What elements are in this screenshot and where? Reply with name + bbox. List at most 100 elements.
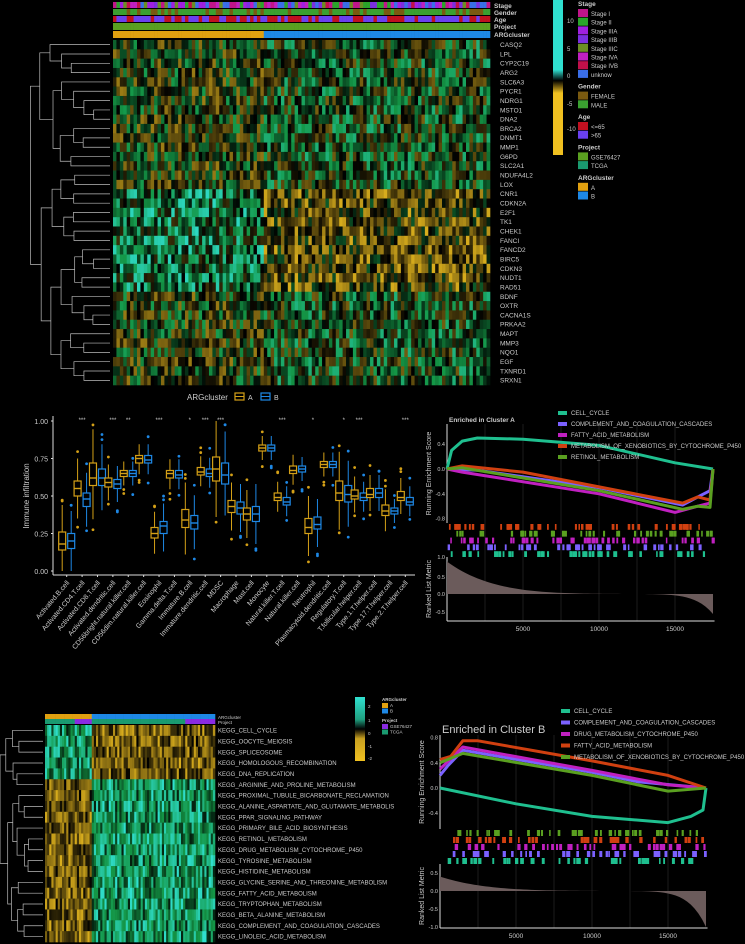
heatmap-cell <box>164 49 169 59</box>
heatmap-cell <box>387 301 391 311</box>
annotation-cell-argcluster <box>322 31 326 38</box>
heatmap-cell <box>459 338 463 349</box>
heatmap-cell <box>215 170 220 181</box>
heatmap-cell <box>263 207 268 218</box>
heatmap-cell <box>143 207 148 218</box>
heatmap-cell <box>154 49 158 59</box>
heatmap-cell <box>140 301 145 311</box>
heatmap-cell <box>472 198 477 209</box>
heatmap-cell <box>205 254 210 265</box>
heatmap-cell <box>113 58 117 69</box>
heatmap-cell <box>342 273 347 283</box>
heatmap-cell <box>486 161 491 171</box>
heatmap-cell <box>428 329 433 339</box>
heatmap-cell <box>308 123 313 134</box>
heatmap-cell <box>164 375 169 386</box>
annotation-cell-project <box>232 23 237 30</box>
heatmap-cell <box>325 245 330 255</box>
heatmap-cell <box>140 338 145 349</box>
heatmap-cell <box>143 123 148 134</box>
heatmap-cell <box>342 86 347 97</box>
heatmap-cell <box>270 58 275 69</box>
heatmap-cell <box>400 58 405 69</box>
heatmap-cell <box>171 375 175 386</box>
heatmap-cell <box>366 338 371 349</box>
heatmap-cell <box>479 217 484 227</box>
heatmap-cell <box>243 235 247 246</box>
heatmap-cell <box>346 329 350 339</box>
heatmap-cell <box>171 114 175 125</box>
heatmap-cell <box>352 273 357 283</box>
heatmap-cell <box>308 189 313 199</box>
heatmap-cell <box>270 245 275 255</box>
annotation-cell-stage <box>400 2 405 8</box>
annotation-cell-stage <box>226 2 230 8</box>
annotation-cell-stage <box>274 2 278 8</box>
heatmap-cell <box>376 217 381 227</box>
heatmap-cell <box>167 67 172 78</box>
heatmap-cell <box>136 254 141 265</box>
gene-label: TXNRD1 <box>500 368 526 375</box>
heatmap-cell <box>116 86 121 97</box>
heatmap-cell <box>195 40 199 50</box>
heatmap-cell <box>215 226 220 237</box>
annotation-cell-argcluster <box>328 31 333 38</box>
heatmap-cell <box>274 170 278 181</box>
heatmap-cell <box>445 67 450 78</box>
heatmap-cell <box>236 77 241 87</box>
heatmap-cell <box>274 123 278 134</box>
heatmap-cell <box>287 291 292 302</box>
heatmap-cell <box>167 273 172 283</box>
heatmap-cell <box>342 49 347 59</box>
heatmap-cell <box>325 217 330 227</box>
heatmap-cell <box>414 133 419 143</box>
heatmap-cell <box>274 301 278 311</box>
heatmap-cell <box>202 189 206 199</box>
heatmap-cell <box>239 273 244 283</box>
heatmap-cell <box>301 291 306 302</box>
heatmap-cell <box>119 217 124 227</box>
heatmap-cell <box>431 263 436 274</box>
outlier-A <box>168 492 172 495</box>
heatmap-cell <box>342 301 347 311</box>
heatmap-cell <box>400 235 405 246</box>
heatmap-cell <box>359 338 364 349</box>
heatmap-cell <box>277 291 282 302</box>
annotation-cell-project <box>164 23 169 30</box>
heatmap-cell <box>188 161 193 171</box>
heatmap-cell <box>479 273 484 283</box>
gene-label: DNA2 <box>500 117 518 124</box>
heatmap-cell <box>113 95 117 106</box>
annotation-cell-gender <box>284 9 289 15</box>
annotation-cell-gender <box>431 9 436 15</box>
heatmap-cell <box>191 282 196 293</box>
heatmap-cell <box>428 310 433 321</box>
heatmap-cell <box>130 114 134 125</box>
heatmap-cell <box>438 375 443 386</box>
heatmap-cell <box>342 77 347 87</box>
heatmap-cell <box>359 217 364 227</box>
heatmap-cell <box>246 366 251 376</box>
heatmap-cell <box>208 77 213 87</box>
heatmap-cell <box>349 123 354 134</box>
heatmap-cell <box>469 235 474 246</box>
heatmap-cell <box>126 291 131 302</box>
heatmap-cell <box>229 198 234 209</box>
heatmap-cell <box>311 273 316 283</box>
heatmap-cell <box>232 77 237 87</box>
heatmap-cell <box>387 235 391 246</box>
heatmap-cell <box>359 273 364 283</box>
heatmap-cell <box>352 310 357 321</box>
annotation-cell-project <box>308 23 313 30</box>
heatmap-cell <box>250 58 254 69</box>
legend-label: A <box>248 395 253 402</box>
heatmap-cell <box>147 40 151 50</box>
heatmap-cell <box>349 254 354 265</box>
heatmap-cell <box>483 86 487 97</box>
heatmap-cell <box>147 273 151 283</box>
heatmap-cell <box>407 338 412 349</box>
legend-title: Stage <box>578 1 596 8</box>
heatmap-cell <box>486 375 491 386</box>
heatmap-cell <box>294 301 299 311</box>
heatmap-cell <box>315 226 319 237</box>
